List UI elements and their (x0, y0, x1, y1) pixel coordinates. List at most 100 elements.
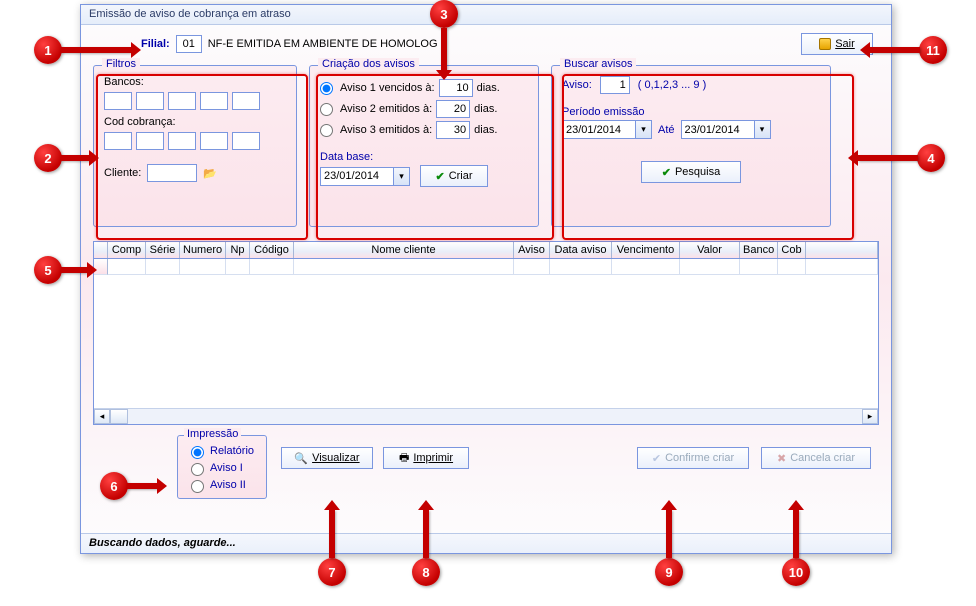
aviso2-label: Aviso 2 emitidos à: (340, 103, 432, 115)
callout-3: 3 (430, 0, 458, 70)
aviso1-value[interactable] (439, 79, 473, 97)
callout-11: 11 (870, 36, 947, 64)
col-banco[interactable]: Banco (740, 242, 778, 258)
badge-5: 5 (34, 256, 62, 284)
results-table[interactable]: Comp Série Numero Np Código Nome cliente… (93, 241, 879, 425)
cliente-row: Cliente: 📂 (104, 164, 286, 182)
content-area: Filial: NF-E EMITIDA EM AMBIENTE DE HOMO… (81, 25, 891, 533)
dropdown-arrow-icon[interactable]: ▾ (635, 121, 651, 138)
filial-input[interactable] (176, 35, 202, 53)
callout-9: 9 (655, 510, 683, 586)
opt-relatorio[interactable]: Relatório (186, 443, 258, 459)
banco-input-5[interactable] (232, 92, 260, 110)
opt-aviso1[interactable]: Aviso I (186, 460, 258, 476)
callout-7: 7 (318, 510, 346, 586)
cob-input-1[interactable] (104, 132, 132, 150)
col-np[interactable]: Np (226, 242, 250, 258)
cob-input-2[interactable] (136, 132, 164, 150)
banco-input-3[interactable] (168, 92, 196, 110)
badge-1: 1 (34, 36, 62, 64)
periodo-de-input[interactable] (563, 121, 635, 138)
criar-button[interactable]: ✔ Criar (420, 165, 488, 187)
title-bar: Emissão de aviso de cobrança em atraso (81, 5, 891, 25)
ate-label: Até (658, 124, 675, 136)
col-vencimento[interactable]: Vencimento (612, 242, 680, 258)
banco-input-2[interactable] (136, 92, 164, 110)
data-base-input[interactable] (321, 168, 393, 185)
scroll-right-button[interactable]: ▸ (862, 409, 878, 424)
callout-4: 4 (858, 144, 945, 172)
periodo-ate-input[interactable] (682, 121, 754, 138)
imprimir-button[interactable]: 🖶 Imprimir (383, 447, 469, 469)
horizontal-scrollbar[interactable]: ◂ ▸ (94, 408, 878, 424)
window-title: Emissão de aviso de cobrança em atraso (89, 8, 291, 20)
aviso1-label: Aviso 1 vencidos à: (340, 82, 435, 94)
exit-icon (819, 38, 831, 50)
col-serie[interactable]: Série (146, 242, 180, 258)
visualizar-button[interactable]: 🔍 Visualizar (281, 447, 373, 469)
badge-7: 7 (318, 558, 346, 586)
aviso2-value[interactable] (436, 100, 470, 118)
col-extra (806, 242, 878, 258)
scroll-left-button[interactable]: ◂ (94, 409, 110, 424)
cliente-input[interactable] (147, 164, 197, 182)
opt-aviso2[interactable]: Aviso II (186, 477, 258, 493)
print-icon: 🖶 (399, 449, 409, 468)
aviso3-value[interactable] (436, 121, 470, 139)
table-row[interactable] (94, 259, 878, 275)
periodo-label: Período emissão (562, 106, 820, 118)
col-data-aviso[interactable]: Data aviso (550, 242, 612, 258)
col-codigo[interactable]: Código (250, 242, 294, 258)
col-aviso[interactable]: Aviso (514, 242, 550, 258)
badge-11: 11 (919, 36, 947, 64)
check-icon: ✔ (662, 166, 671, 179)
col-nome-cliente[interactable]: Nome cliente (294, 242, 514, 258)
table-header: Comp Série Numero Np Código Nome cliente… (94, 242, 878, 259)
callout-2: 2 (34, 144, 89, 172)
callout-10: 10 (782, 510, 810, 586)
confirme-criar-button[interactable]: ✔ Confirme criar (637, 447, 749, 469)
cob-input-5[interactable] (232, 132, 260, 150)
badge-9: 9 (655, 558, 683, 586)
badge-2: 2 (34, 144, 62, 172)
scroll-thumb[interactable] (110, 409, 128, 424)
col-cob[interactable]: Cob (778, 242, 806, 258)
aviso1-radio[interactable] (320, 82, 333, 95)
imprimir-label: Imprimir (413, 452, 453, 464)
col-valor[interactable]: Valor (680, 242, 740, 258)
badge-10: 10 (782, 558, 810, 586)
cliente-label: Cliente: (104, 167, 141, 179)
main-window: Emissão de aviso de cobrança em atraso F… (80, 4, 892, 554)
status-text: Buscando dados, aguarde... (89, 537, 236, 549)
aviso2-row[interactable]: Aviso 2 emitidos à: dias. (320, 100, 528, 118)
buscar-legend: Buscar avisos (560, 58, 636, 70)
aviso1-row[interactable]: Aviso 1 vencidos à: dias. (320, 79, 528, 97)
pesquisa-button[interactable]: ✔ Pesquisa (641, 161, 741, 183)
header-row: Filial: NF-E EMITIDA EM AMBIENTE DE HOMO… (93, 33, 879, 55)
status-bar: Buscando dados, aguarde... (81, 533, 891, 553)
aviso3-row[interactable]: Aviso 3 emitidos à: dias. (320, 121, 528, 139)
aviso3-radio[interactable] (320, 124, 333, 137)
callout-1: 1 (34, 36, 131, 64)
filtros-group: Filtros Bancos: Cod cobrança: (93, 65, 297, 227)
col-comp[interactable]: Comp (108, 242, 146, 258)
cob-input-4[interactable] (200, 132, 228, 150)
open-folder-icon[interactable]: 📂 (203, 167, 217, 180)
periodo-ate-dropdown[interactable]: ▾ (681, 120, 771, 139)
cancela-criar-button[interactable]: ✖ Cancela criar (761, 447, 871, 469)
data-base-dropdown[interactable]: ▾ (320, 167, 410, 186)
pesquisa-label: Pesquisa (675, 166, 720, 178)
aviso2-radio[interactable] (320, 103, 333, 116)
bottom-row: Impressão Relatório Aviso I Aviso II 🔍 V… (93, 435, 879, 499)
dropdown-arrow-icon[interactable]: ▾ (754, 121, 770, 138)
cob-input-3[interactable] (168, 132, 196, 150)
periodo-de-dropdown[interactable]: ▾ (562, 120, 652, 139)
col-numero[interactable]: Numero (180, 242, 226, 258)
dias-label-3: dias. (474, 124, 497, 136)
preview-icon: 🔍 (294, 452, 308, 465)
col-marker (94, 242, 108, 258)
banco-input-1[interactable] (104, 92, 132, 110)
aviso-value-input[interactable] (600, 76, 630, 94)
banco-input-4[interactable] (200, 92, 228, 110)
dropdown-arrow-icon[interactable]: ▾ (393, 168, 409, 185)
